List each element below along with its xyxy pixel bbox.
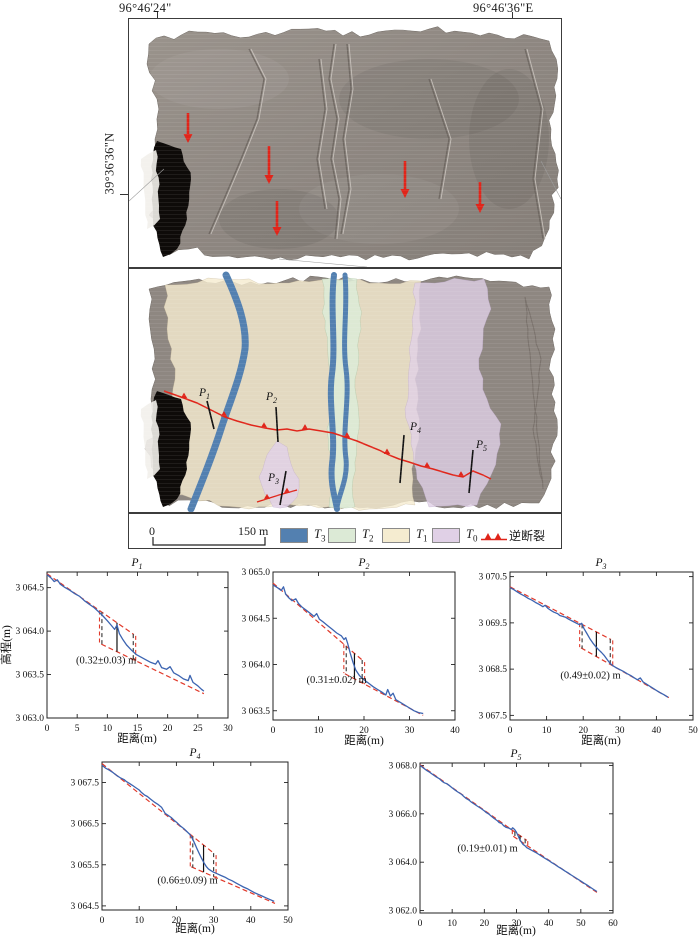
svg-text:P1: P1	[130, 557, 142, 571]
svg-text:P3: P3	[594, 557, 606, 571]
svg-text:距离(m): 距离(m)	[175, 921, 215, 935]
svg-text:15: 15	[133, 724, 143, 734]
svg-text:0: 0	[418, 919, 423, 929]
svg-text:3 070.5: 3 070.5	[479, 573, 508, 583]
svg-text:20: 20	[480, 919, 490, 929]
svg-text:3 063.5: 3 063.5	[242, 707, 271, 717]
profile-chart-p4: 0 10 20 30 40 50 3 064.5 3 065.5 3 066.5 3 067.5 (…	[40, 747, 300, 940]
longitude-label-right: 96°46'36"E	[473, 1, 534, 15]
svg-text:50: 50	[283, 916, 293, 926]
svg-text:60: 60	[608, 919, 618, 929]
svg-text:3 064.5: 3 064.5	[71, 902, 100, 912]
svg-text:0: 0	[100, 916, 105, 926]
svg-text:5: 5	[75, 724, 80, 734]
legend-swatch-t0	[432, 528, 460, 543]
svg-text:3 063.5: 3 063.5	[16, 671, 45, 681]
hillshade-image	[128, 26, 562, 268]
svg-text:3 064.0: 3 064.0	[389, 858, 418, 868]
svg-text:20: 20	[578, 726, 588, 736]
legend-label-t2: T2	[362, 527, 374, 544]
svg-text:P2: P2	[357, 557, 369, 571]
svg-text:40: 40	[544, 919, 554, 929]
legend-label-t3: T3	[314, 527, 326, 544]
svg-text:0: 0	[508, 726, 513, 736]
svg-text:3 064.5: 3 064.5	[242, 614, 271, 624]
profile-chart-p3: 0 10 20 30 40 50 3 067.5 3 068.5 3 069.5 3 070.5 (…	[458, 556, 700, 757]
latitude-tick	[120, 194, 128, 195]
svg-text:0: 0	[45, 724, 50, 734]
svg-text:40: 40	[652, 726, 662, 736]
scalebar-start-label: 0	[149, 524, 155, 538]
svg-text:3 066.0: 3 066.0	[389, 810, 418, 820]
svg-text:(0.19±0.01) m: (0.19±0.01) m	[457, 843, 517, 854]
svg-text:3 067.5: 3 067.5	[479, 711, 508, 721]
svg-text:(0.32±0.03) m: (0.32±0.03) m	[76, 655, 136, 666]
svg-text:距离(m): 距离(m)	[581, 733, 621, 747]
svg-text:3 069.5: 3 069.5	[479, 619, 508, 629]
hillshade-panel	[128, 18, 562, 268]
svg-text:高程(m): 高程(m)	[0, 625, 13, 665]
legend-swatch-t3	[280, 528, 308, 543]
svg-text:3 064.0: 3 064.0	[16, 627, 45, 637]
svg-text:30: 30	[209, 916, 219, 926]
svg-text:50: 50	[688, 726, 698, 736]
svg-text:0: 0	[271, 726, 276, 736]
legend-label-t1: T1	[416, 527, 428, 544]
svg-text:50: 50	[576, 919, 586, 929]
svg-text:30: 30	[405, 726, 415, 736]
svg-text:距离(m): 距离(m)	[344, 733, 384, 747]
svg-text:30: 30	[615, 726, 625, 736]
svg-text:P5: P5	[509, 748, 521, 762]
svg-text:3 065.5: 3 065.5	[71, 861, 100, 871]
legend-label-fault: 逆断裂	[509, 529, 546, 543]
svg-text:10: 10	[447, 919, 457, 929]
longitude-tick-left	[157, 12, 158, 19]
svg-text:3 065.0: 3 065.0	[242, 568, 271, 578]
svg-text:40: 40	[450, 726, 460, 736]
svg-text:20: 20	[359, 726, 369, 736]
legend-swatch-t2	[328, 528, 356, 543]
profile-chart-p2: 0 10 20 30 40 3 063.5 3 064.0 3 064.5 3 065.0 (0.…	[238, 556, 470, 757]
svg-text:10: 10	[103, 724, 113, 734]
svg-text:(0.31±0.02) m: (0.31±0.02) m	[307, 675, 367, 686]
svg-text:距离(m): 距离(m)	[117, 731, 157, 745]
scalebar	[152, 537, 266, 546]
svg-text:20: 20	[172, 916, 182, 926]
svg-text:(0.66±0.09) m: (0.66±0.09) m	[157, 875, 217, 886]
svg-text:3 064.0: 3 064.0	[242, 661, 271, 671]
legend-swatch-t1	[382, 528, 410, 543]
svg-text:40: 40	[246, 916, 256, 926]
svg-text:3 062.0: 3 062.0	[389, 907, 418, 917]
legend-label-t0: T0	[466, 527, 478, 544]
svg-text:3 067.5: 3 067.5	[71, 779, 100, 789]
svg-text:3 063.0: 3 063.0	[16, 714, 45, 724]
scalebar-end-label: 150 m	[238, 524, 269, 538]
svg-text:3 066.5: 3 066.5	[71, 820, 100, 830]
svg-text:10: 10	[314, 726, 324, 736]
interpretation-panel: P1 P2 P3 P4 P5	[128, 268, 562, 513]
svg-text:P4: P4	[188, 748, 200, 761]
longitude-tick-right	[512, 12, 513, 19]
svg-text:30: 30	[223, 724, 233, 734]
svg-text:3 068.0: 3 068.0	[389, 761, 418, 771]
svg-text:10: 10	[542, 726, 552, 736]
longitude-label-left: 96°46'24"	[119, 1, 172, 15]
svg-text:距离(m): 距离(m)	[496, 923, 536, 937]
reverse-fault-icon	[481, 533, 507, 541]
profile-chart-p1: 0 5 10 15 20 25 30 3 063.0 3 063.5 3 064.0 3 064.5…	[0, 556, 240, 757]
svg-text:10: 10	[134, 916, 144, 926]
svg-text:30: 30	[512, 919, 522, 929]
svg-text:(0.49±0.02) m: (0.49±0.02) m	[560, 670, 620, 681]
svg-text:20: 20	[163, 724, 173, 734]
svg-text:3 064.5: 3 064.5	[16, 584, 45, 594]
svg-text:25: 25	[193, 724, 203, 734]
latitude-label: 39°36'36"N	[102, 132, 117, 195]
svg-text:3 068.5: 3 068.5	[479, 665, 508, 675]
profile-chart-p5: 0 10 20 30 40 50 60 3 062.0 3 064.0 3 066.0 3 068.…	[378, 748, 640, 940]
